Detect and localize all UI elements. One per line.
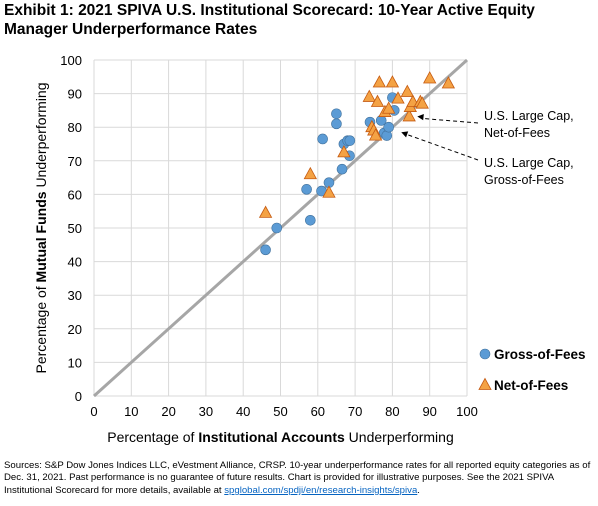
gross-of-fees-point [383, 121, 394, 133]
net-of-fees-point [372, 75, 387, 88]
footer-end: . [417, 484, 420, 496]
footer-text: Sources: S&P Dow Jones Indices LLC, eVes… [4, 460, 591, 496]
legend-marker-net [478, 377, 492, 390]
net-of-fees-point [370, 94, 385, 107]
net-of-fees-point [423, 71, 437, 84]
annotation-arrowhead [401, 131, 409, 138]
gross-of-fees-point [301, 184, 312, 195]
source-link[interactable]: spglobal.com/spdji/en/research-insights/… [224, 484, 418, 496]
gross-of-fees-point [336, 163, 348, 175]
net-of-fees-point [391, 91, 405, 104]
net-of-fees-point [385, 75, 400, 88]
y-tick-label: 0 [75, 389, 82, 404]
chart-title: Exhibit 1: 2021 SPIVA U.S. Institutional… [4, 2, 535, 38]
x-tick-label: 90 [422, 404, 436, 419]
net-of-fees-point [337, 145, 351, 158]
x-tick-label: 40 [236, 404, 250, 419]
y-tick-label: 100 [60, 53, 82, 68]
y-axis-label: Percentage of Mutual Funds Underperformi… [33, 83, 49, 374]
axes: 0 10 20 30 40 50 60 70 80 90 100 0 10 20 30 40 50 60 70 80 9… [33, 53, 478, 445]
annotation-text: Net-of-Fees [484, 126, 550, 140]
annotation-arrow-line [422, 117, 479, 124]
x-tick-label: 10 [124, 404, 138, 419]
annotation-text: U.S. Large Cap, [484, 109, 574, 123]
footer-note: Sources: S&P Dow Jones Indices LLC, eVes… [4, 460, 596, 497]
y-tick-label: 70 [68, 154, 82, 169]
grid [93, 59, 468, 397]
gross-of-fees-point [331, 118, 342, 130]
y-tick-label: 50 [68, 221, 82, 236]
net-of-fees-point [402, 109, 416, 122]
gross-of-fees-point [305, 214, 316, 226]
y-tick-label: 80 [68, 120, 82, 135]
legend-label: Net-of-Fees [494, 378, 568, 393]
annotations: U.S. Large Cap, Net-of-Fees U.S. Large Cap… [401, 109, 574, 187]
net-of-fees-point [303, 166, 318, 180]
x-tick-label: 100 [456, 404, 478, 419]
x-tick-label: 70 [348, 404, 362, 419]
x-tick-label: 30 [199, 404, 213, 419]
x-tick-label: 0 [90, 404, 97, 419]
x-axis-label: Percentage of Institutional Accounts Und… [107, 429, 453, 445]
y-tick-label: 90 [68, 87, 82, 102]
net-of-fees-point [368, 128, 383, 141]
x-tick-label: 60 [311, 404, 325, 419]
data-points [258, 71, 456, 256]
legend: Gross-of-Fees Net-of-Fees [478, 347, 586, 393]
annotation-arrowhead [417, 113, 424, 121]
gross-of-fees-point [260, 244, 271, 256]
net-of-fees-point [400, 84, 414, 97]
y-tick-label: 30 [68, 288, 82, 303]
gross-of-fees-point [317, 133, 328, 145]
y-tick-label: 10 [68, 355, 82, 370]
legend-marker-gross [479, 348, 491, 360]
series-net-of-fees [258, 71, 456, 218]
y-tick-label: 60 [68, 187, 82, 202]
net-of-fees-point [322, 185, 336, 198]
gross-of-fees-point [271, 222, 283, 234]
y-tick-label: 20 [68, 322, 82, 337]
scatter-chart: 0 10 20 30 40 50 60 70 80 90 100 0 10 20 30 40 50 60 70 80 9… [33, 53, 586, 445]
net-of-fees-point [441, 76, 456, 89]
net-of-fees-point [381, 101, 396, 114]
net-of-fees-point [362, 89, 376, 102]
annotation-arrow-line [406, 133, 479, 161]
y-tick-label: 40 [68, 255, 82, 270]
annotation-text: Gross-of-Fees [484, 173, 564, 187]
gross-of-fees-point [331, 108, 342, 120]
gross-of-fees-point [344, 135, 356, 146]
x-tick-label: 50 [273, 404, 287, 419]
x-tick-label: 20 [161, 404, 175, 419]
net-of-fees-point [415, 96, 429, 109]
x-tick-label: 80 [385, 404, 399, 419]
net-of-fees-point [258, 205, 273, 218]
legend-label: Gross-of-Fees [494, 347, 586, 362]
annotation-text: U.S. Large Cap, [484, 156, 574, 170]
